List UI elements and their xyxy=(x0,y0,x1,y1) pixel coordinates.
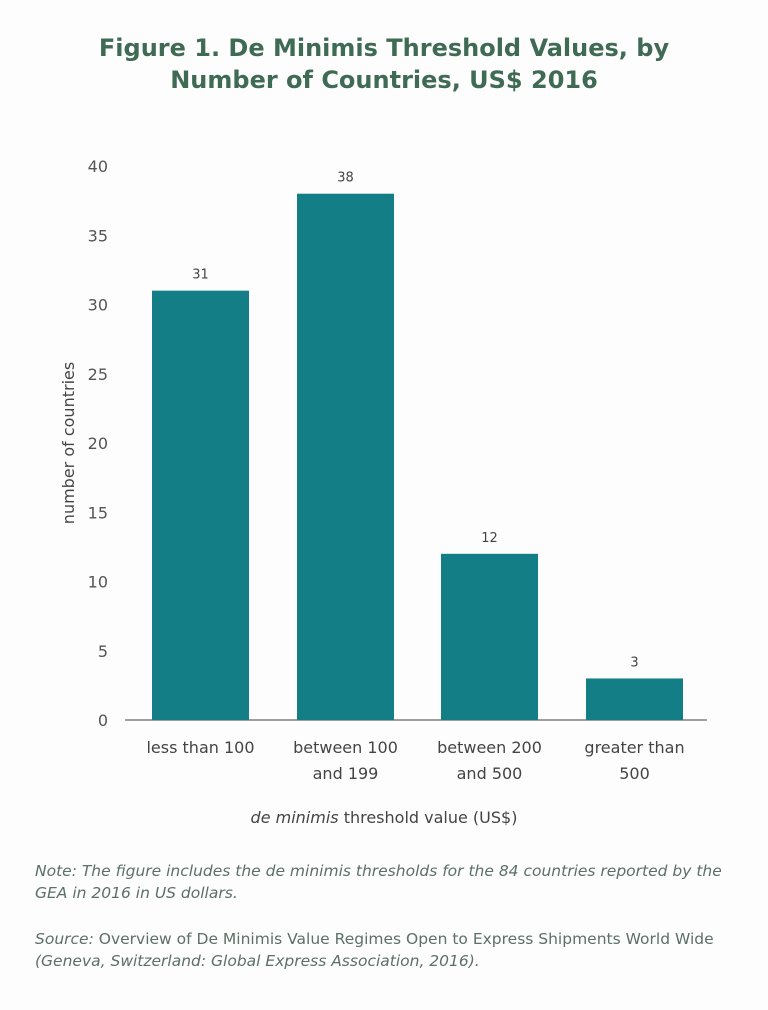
bar xyxy=(441,553,538,720)
y-tick-label: 40 xyxy=(88,157,108,176)
x-axis-label-rest: threshold value (US$) xyxy=(338,808,518,827)
chart-source: Source: Overview of De Minimis Value Reg… xyxy=(35,928,755,972)
data-label: 12 xyxy=(481,531,498,546)
y-tick-label: 15 xyxy=(88,503,108,522)
y-tick-label: 5 xyxy=(98,642,108,661)
data-label: 31 xyxy=(192,268,209,283)
x-tick-label: and 500 xyxy=(457,764,523,783)
x-axis-label: de minimis threshold value (US$) xyxy=(0,808,768,827)
data-label: 3 xyxy=(630,655,638,670)
chart-note: Note: The figure includes the de minimis… xyxy=(35,862,722,902)
y-tick-label: 10 xyxy=(88,573,108,592)
x-tick-label: between 200 xyxy=(437,738,542,757)
chart-title: Figure 1. De Minimis Threshold Values, b… xyxy=(0,32,768,96)
x-tick-label: greater than xyxy=(584,738,684,757)
bar xyxy=(297,193,394,720)
title-line-2: Number of Countries, US$ 2016 xyxy=(170,66,598,94)
data-label: 38 xyxy=(337,171,354,186)
source-title: Overview of De Minimis Value Regimes Ope… xyxy=(93,930,714,948)
y-tick-label: 35 xyxy=(88,226,108,245)
y-tick-label: 30 xyxy=(88,296,108,315)
bar xyxy=(586,678,683,720)
x-tick-label: between 100 xyxy=(293,738,398,757)
title-line-1: Figure 1. De Minimis Threshold Values, b… xyxy=(98,34,670,62)
bar xyxy=(152,290,249,720)
x-axis-label-italic: de minimis xyxy=(250,808,339,827)
y-tick-label: 25 xyxy=(88,365,108,384)
source-publisher: (Geneva, Switzerland: Global Express Ass… xyxy=(35,952,480,970)
y-tick-label: 0 xyxy=(98,711,108,730)
y-tick-label: 20 xyxy=(88,434,108,453)
x-tick-label: less than 100 xyxy=(146,738,254,757)
y-axis-label: number of countries xyxy=(59,362,78,524)
x-tick-label: 500 xyxy=(619,764,650,783)
x-tick-label: and 199 xyxy=(313,764,379,783)
bar-chart: 0 5 10 15 20 25 30 35 40 number of countries 31 les… xyxy=(59,157,707,783)
source-label: Source: xyxy=(35,930,94,948)
